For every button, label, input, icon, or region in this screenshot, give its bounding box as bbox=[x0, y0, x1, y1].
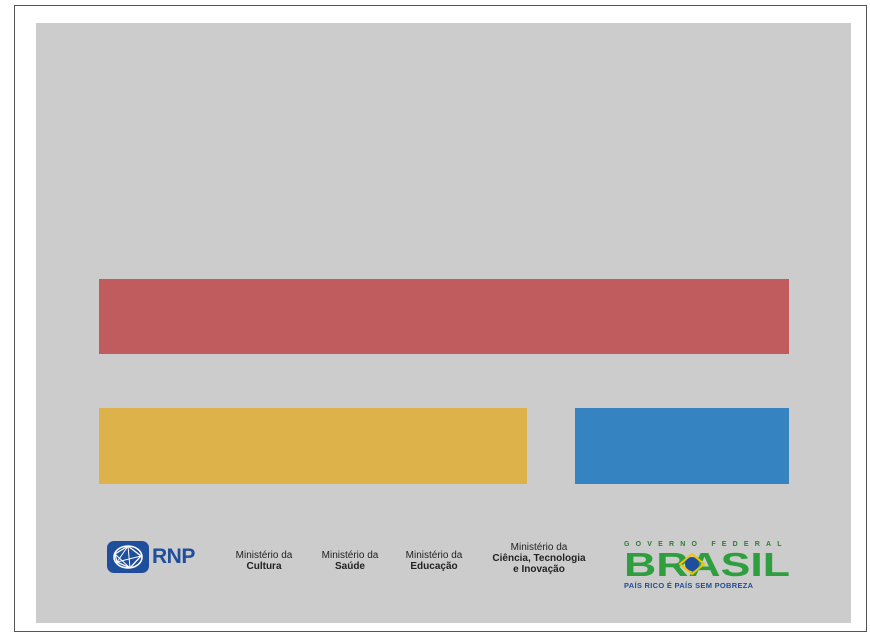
yellow-bar bbox=[99, 408, 527, 484]
ministry-name: Saúde bbox=[334, 561, 365, 572]
rnp-logo: RNP bbox=[106, 540, 195, 574]
ministry-saude: Ministério da Saúde bbox=[310, 550, 390, 572]
ministry-prefix: Ministério da bbox=[510, 542, 568, 553]
ministry-prefix: Ministério da bbox=[405, 550, 463, 561]
ministry-educacao: Ministério da Educação bbox=[394, 550, 474, 572]
brasil-slogan: PAÍS RICO É PAÍS SEM POBREZA bbox=[624, 581, 754, 590]
brasil-top-text: GOVERNO FEDERAL bbox=[624, 541, 788, 548]
ministry-prefix: Ministério da bbox=[235, 550, 293, 561]
governo-federal-brasil-logo: GOVERNO FEDERAL BRASIL PAÍS RICO É PAÍS … bbox=[624, 541, 790, 593]
red-bar bbox=[99, 279, 789, 354]
ministry-prefix: Ministério da bbox=[321, 550, 379, 561]
brasil-word: BRASIL bbox=[624, 549, 790, 579]
rnp-text: RNP bbox=[152, 545, 195, 568]
ministry-name: Educação bbox=[410, 561, 458, 572]
blue-bar bbox=[575, 408, 789, 484]
ministry-ciencia: Ministério da Ciência, Tecnologia e Inov… bbox=[480, 542, 598, 575]
ministry-cultura: Ministério da Cultura bbox=[224, 550, 304, 572]
ministry-name-line2: e Inovação bbox=[513, 564, 565, 575]
slide-canvas: RNP Ministério da Cultura Ministério da … bbox=[36, 23, 851, 623]
ministry-name: Cultura bbox=[246, 561, 282, 572]
rnp-globe-icon bbox=[107, 541, 149, 573]
brasil-wordmark: BRASIL bbox=[624, 549, 790, 579]
sponsor-logos: RNP Ministério da Cultura Ministério da … bbox=[36, 528, 851, 598]
ministry-name-line1: Ciência, Tecnologia bbox=[492, 553, 586, 564]
slide-frame: RNP Ministério da Cultura Ministério da … bbox=[14, 5, 867, 632]
